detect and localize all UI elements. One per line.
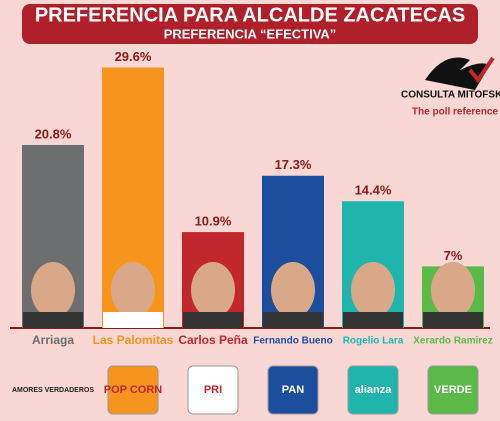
party-logo-text: AMORES VERDADEROS xyxy=(12,387,94,394)
candidate-photo xyxy=(31,262,75,318)
party-logo-text: VERDE xyxy=(434,384,472,396)
party-logo-text: alianza xyxy=(355,384,393,396)
source-logo xyxy=(425,57,490,90)
chart-subtitle: PREFERENCIA “EFECTIVA” xyxy=(164,26,337,41)
category-label: Las Palomitas xyxy=(93,333,174,347)
source-tagline: The poll reference xyxy=(412,107,499,118)
value-label: 14.4% xyxy=(355,183,392,198)
party-logo xyxy=(427,365,479,415)
value-label: 29.6% xyxy=(115,49,152,64)
candidate-shirt xyxy=(183,312,243,328)
candidate-shirt xyxy=(423,312,483,328)
candidate-shirt xyxy=(103,312,163,328)
party-logo-text: PAN xyxy=(282,384,304,396)
candidate-photo xyxy=(111,262,155,318)
candidate-photo xyxy=(191,262,235,318)
party-logo-text: POP CORN xyxy=(104,384,163,396)
chart-title: PREFERENCIA PARA ALCALDE ZACATECAS xyxy=(35,4,465,26)
value-label: 17.3% xyxy=(275,157,312,172)
category-label: Carlos Peña xyxy=(178,333,248,347)
candidate-photo xyxy=(271,262,315,318)
party-logo xyxy=(107,365,159,415)
candidate-photo xyxy=(351,262,395,318)
party-logo-text: PRI xyxy=(204,384,222,396)
party-logo xyxy=(267,365,319,415)
source-name: CONSULTA MITOFSKY xyxy=(401,90,500,101)
category-label: Arriaga xyxy=(32,333,74,347)
source-check xyxy=(468,56,495,84)
candidate-shirt xyxy=(263,312,323,328)
candidate-shirt xyxy=(23,312,83,328)
value-label: 10.9% xyxy=(195,214,232,229)
value-label: 7% xyxy=(444,248,463,263)
candidate-photo xyxy=(431,262,475,318)
category-label: Rogelio Lara xyxy=(343,336,404,347)
value-label: 20.8% xyxy=(35,126,72,141)
party-logo xyxy=(187,365,239,415)
candidate-shirt xyxy=(343,312,403,328)
category-label: Fernando Bueno xyxy=(253,336,332,347)
title-banner xyxy=(22,4,478,44)
category-label: Xerardo Ramirez xyxy=(413,336,492,347)
party-logo xyxy=(347,365,399,415)
